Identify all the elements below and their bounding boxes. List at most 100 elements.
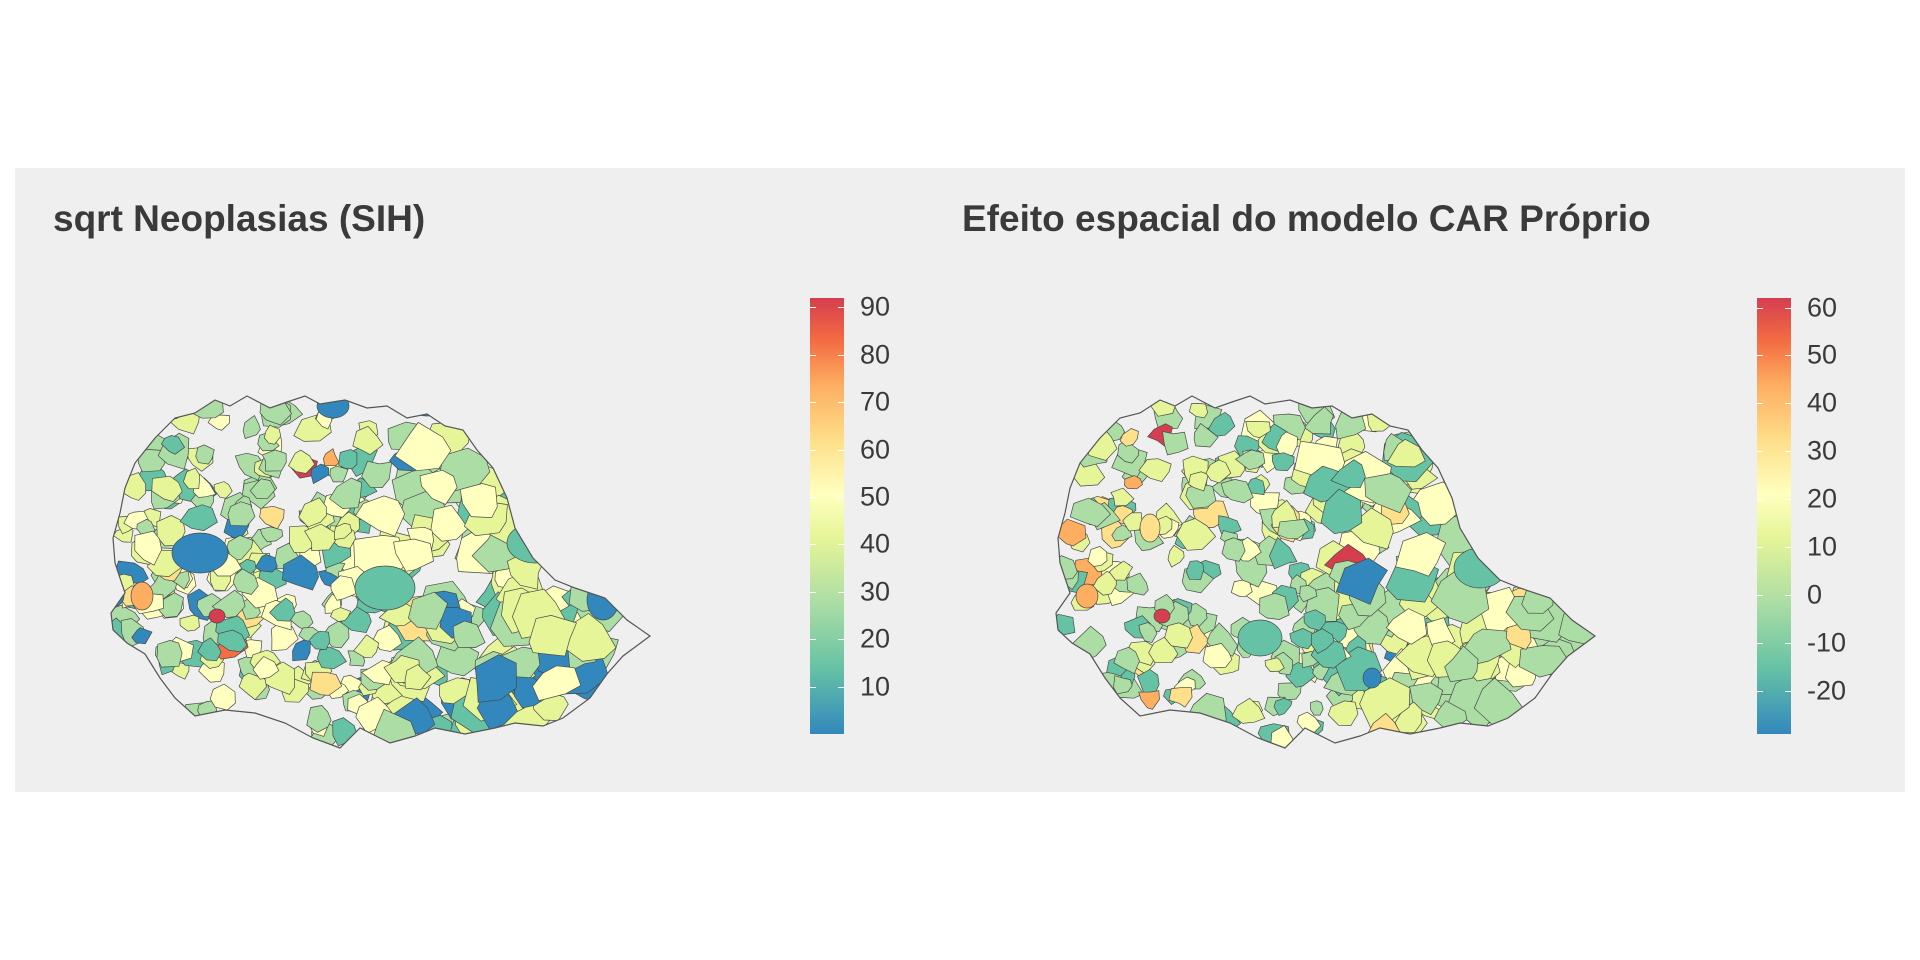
legend-tick-label: 50: [860, 481, 891, 512]
legend-tick-mark: [838, 449, 844, 451]
legend-tick-label: 10: [860, 671, 891, 702]
municipality-region: [323, 448, 340, 467]
municipality-region: [1189, 692, 1227, 730]
municipality-region: [310, 463, 330, 485]
municipality-region: [1264, 657, 1285, 672]
municipality-region: [1175, 518, 1217, 551]
municipality-region: [1303, 609, 1327, 631]
legend-tick-mark: [1785, 451, 1791, 453]
municipality-region: [1366, 411, 1391, 432]
legend-tick-mark: [838, 402, 844, 404]
municipality-region: [269, 597, 296, 622]
municipality-region: [183, 467, 200, 490]
municipality-region: [1113, 675, 1133, 695]
municipality-region: [1168, 686, 1193, 708]
municipality-region: [330, 575, 357, 601]
municipality-region: [1394, 701, 1423, 733]
municipality-region: [1320, 488, 1363, 535]
municipality-region: [459, 483, 498, 518]
state-outline: [110, 395, 652, 749]
municipality-region: [151, 475, 183, 502]
municipality-region: [354, 565, 416, 611]
legend-tick-label: 90: [860, 291, 891, 322]
municipality-region: [1108, 560, 1134, 581]
legend-tick-label: 40: [860, 528, 891, 559]
panel-neoplasias: sqrt Neoplasias (SIH) 10 20 30 40 50 60 70 80 90: [15, 168, 960, 792]
municipality-region: [208, 608, 226, 624]
municipality-region: [372, 624, 403, 652]
municipality-region: [1162, 430, 1189, 456]
legend-tick-mark: [1785, 499, 1791, 501]
municipality-region: [1110, 487, 1135, 507]
municipality-region: [226, 535, 254, 562]
municipality-region: [1117, 440, 1140, 464]
municipality-region: [353, 634, 380, 658]
municipality-region: [404, 396, 450, 417]
municipality-region: [263, 424, 282, 445]
municipality-region: [338, 449, 358, 470]
municipality-region: [242, 414, 261, 439]
municipality-region: [430, 504, 469, 542]
municipality-region: [1231, 697, 1266, 724]
legend-tick-mark: [1785, 307, 1791, 309]
legend-tick-label: 10: [1807, 531, 1838, 562]
municipality-region: [1202, 643, 1233, 669]
municipality-region: [1075, 583, 1099, 609]
municipality-region: [259, 505, 285, 530]
municipality-region: [1071, 625, 1107, 661]
municipality-region: [1138, 622, 1158, 644]
municipality-region: [160, 435, 186, 455]
legend-tick-mark: [1785, 642, 1791, 644]
municipality-region: [361, 460, 393, 488]
municipality-region: [1221, 537, 1246, 562]
municipality-region: [1113, 646, 1140, 675]
legend-tick-label: 60: [860, 434, 891, 465]
panel-title: sqrt Neoplasias (SIH): [53, 198, 426, 239]
legend-tick-label: 40: [1807, 387, 1838, 418]
municipality-region: [1270, 725, 1294, 748]
municipality-region: [329, 465, 349, 483]
legend-tick-mark: [810, 591, 816, 593]
legend-tick-mark: [1785, 403, 1791, 405]
municipality-region: [298, 497, 327, 528]
municipality-region: [586, 579, 620, 621]
municipality-region: [528, 615, 577, 657]
municipality-region: [227, 501, 256, 527]
legend-tick-mark: [838, 497, 844, 499]
municipality-region: [1245, 420, 1271, 439]
municipality-region: [207, 414, 230, 431]
legend-tick-mark: [1757, 642, 1763, 644]
municipality-region: [131, 627, 153, 645]
legend-tick-label: 50: [1807, 339, 1838, 370]
municipality-region: [1189, 403, 1208, 419]
municipality-region: [1521, 586, 1554, 614]
municipality-region: [1139, 513, 1161, 543]
legend-tick-mark: [1785, 595, 1791, 597]
municipality-region: [1453, 547, 1507, 589]
municipality-region: [249, 478, 276, 500]
municipality-region: [474, 654, 518, 703]
legend-tick-mark: [1757, 307, 1763, 309]
legend-tick-label: 30: [1807, 435, 1838, 466]
legend-tick-mark: [1785, 355, 1791, 357]
panel-title: Efeito espacial do modelo CAR Próprio: [962, 198, 1651, 239]
municipality-region: [1069, 497, 1111, 527]
legend-tick-label: 20: [1807, 483, 1838, 514]
municipality-region: [354, 495, 406, 537]
legend-tick-mark: [838, 354, 844, 356]
municipality-region: [1124, 475, 1143, 490]
municipality-region: [179, 504, 218, 531]
municipality-region: [288, 449, 316, 474]
municipality-region: [1311, 628, 1335, 654]
municipality-region: [532, 665, 582, 702]
municipality-region: [197, 637, 222, 662]
legend-tick-mark: [810, 497, 816, 499]
municipality-region: [1153, 608, 1171, 624]
legend-tick-mark: [1785, 690, 1791, 692]
legend-tick-mark: [810, 686, 816, 688]
municipality-region: [309, 671, 343, 696]
legend-tick-mark: [1757, 403, 1763, 405]
legend-tick-mark: [810, 544, 816, 546]
legend-tick-label: -20: [1807, 675, 1847, 706]
municipality-region: [329, 477, 363, 509]
